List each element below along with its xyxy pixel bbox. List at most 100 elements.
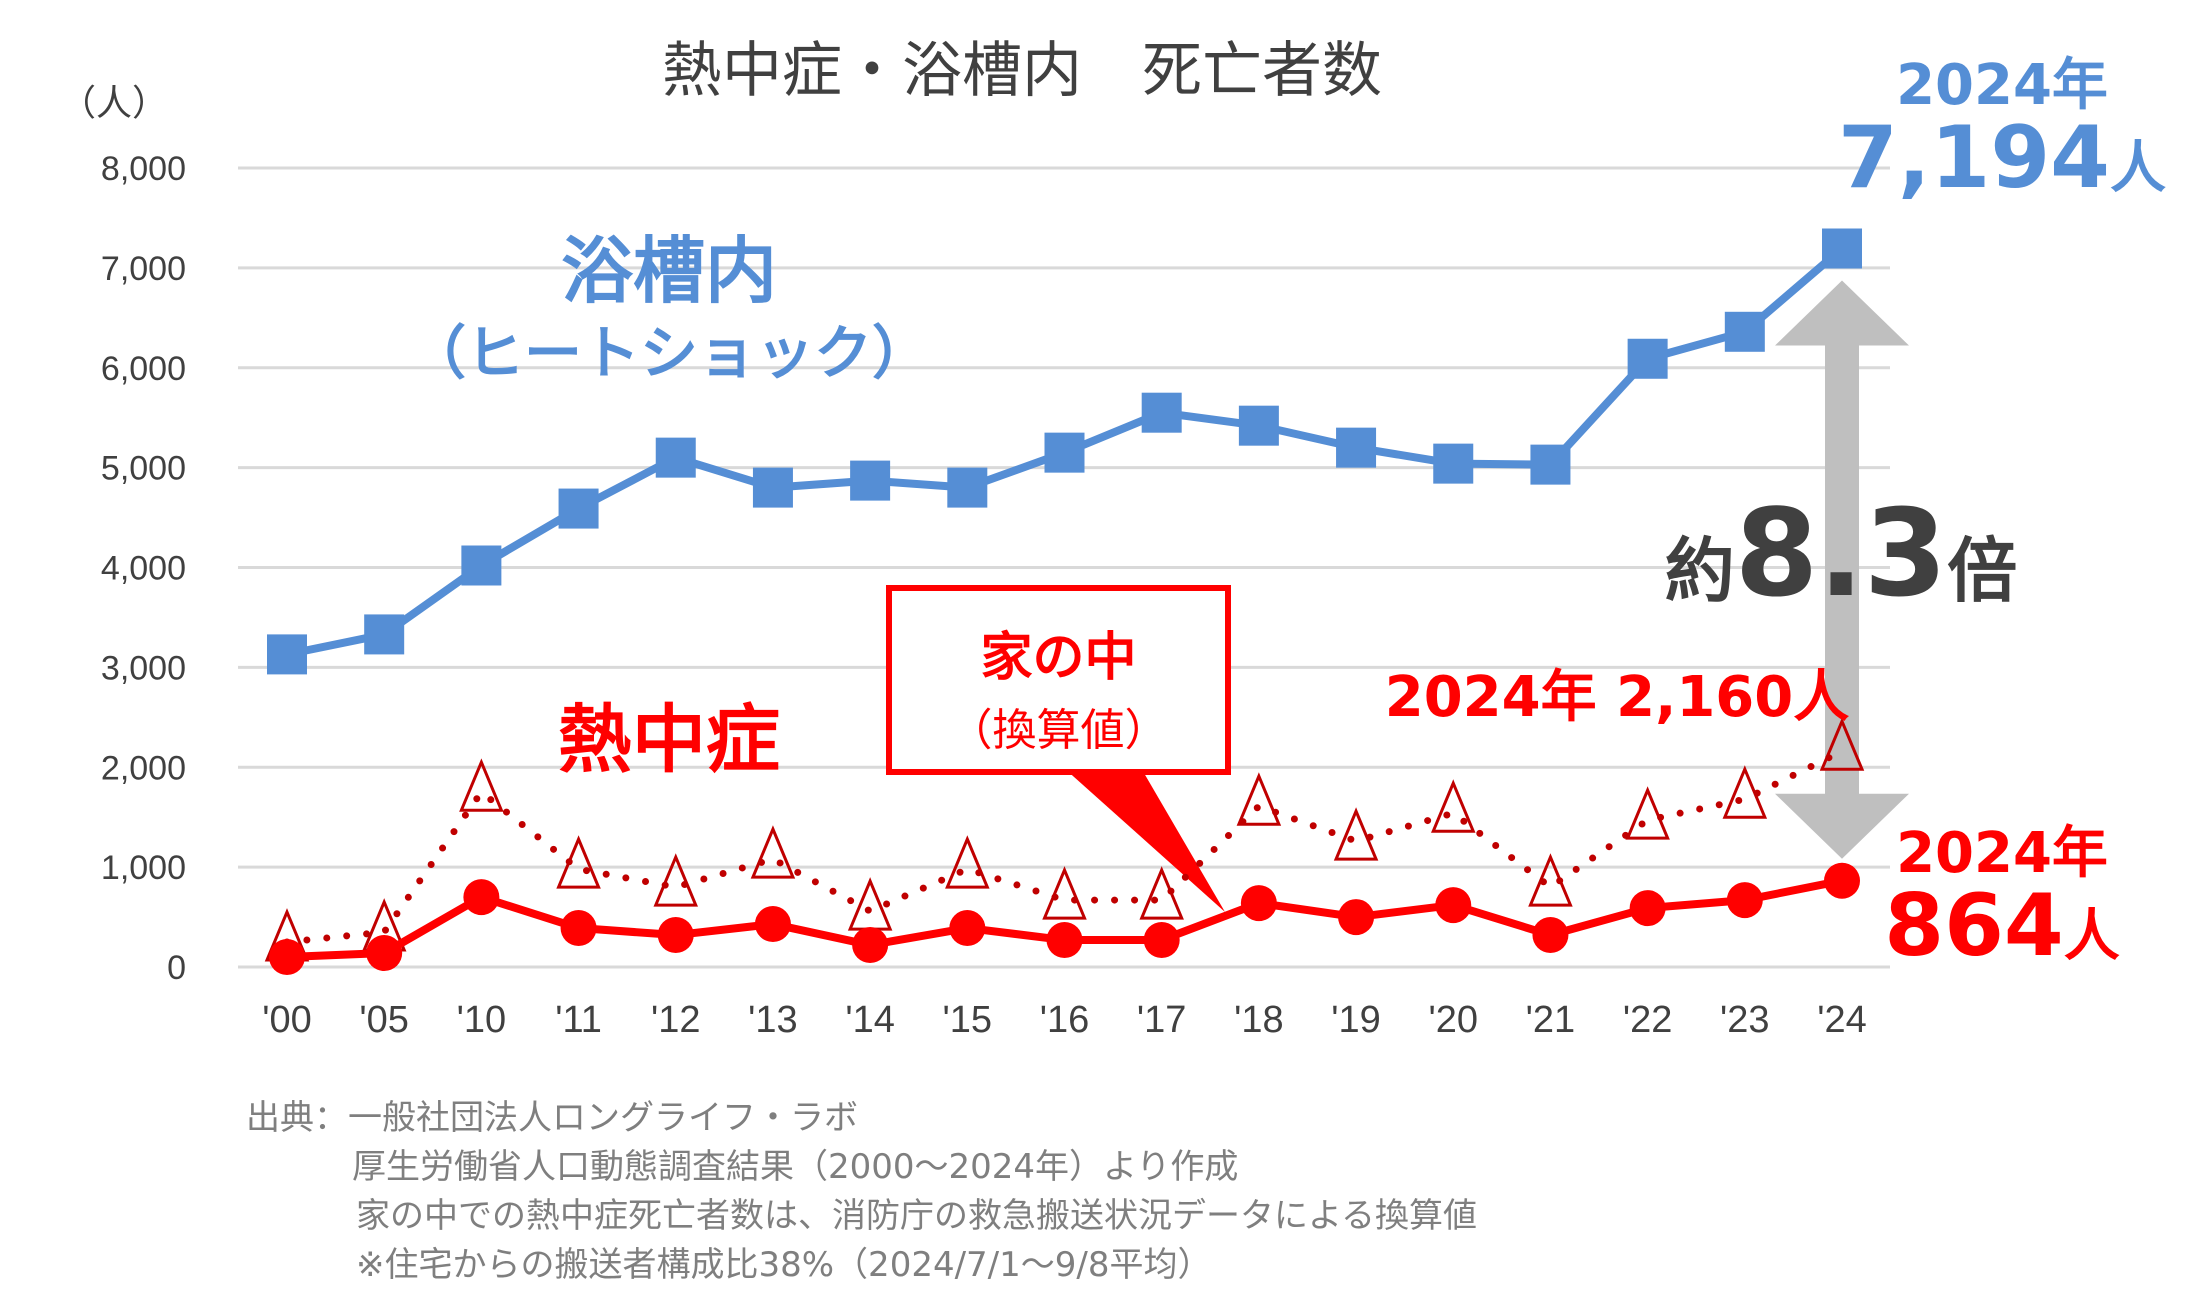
data-point-square [752, 467, 793, 508]
data-point-circle [1240, 885, 1277, 922]
footnote-source: 出典：一般社団法人ロングライフ・ラボ [246, 1098, 858, 1138]
data-point-square [1627, 338, 1668, 379]
data-point-square [1530, 444, 1571, 485]
data-point-circle [852, 927, 889, 964]
data-point-circle [1532, 917, 1569, 954]
footnote-line: ※住宅からの搬送者構成比38%（2024/7/1～9/8平均） [356, 1245, 1212, 1285]
double-arrow-icon [1775, 280, 1909, 859]
x-tick-label: '19 [1331, 999, 1381, 1041]
data-point-circle [269, 939, 305, 976]
x-tick-label: '13 [748, 999, 798, 1041]
data-point-circle [366, 935, 403, 972]
y-tick-label: 4,000 [101, 550, 186, 588]
data-point-circle [1435, 887, 1472, 924]
x-tick-label: '11 [555, 999, 602, 1041]
data-point-square [1822, 228, 1862, 269]
y-tick-label: 8,000 [101, 150, 186, 188]
bath-series-sublabel: （ヒートショック） [407, 319, 931, 387]
data-point-circle [463, 879, 500, 916]
data-point-square [558, 488, 599, 529]
data-point-circle [1824, 862, 1860, 899]
x-tick-label: '12 [651, 999, 701, 1041]
data-point-circle [949, 910, 986, 947]
data-point-square [850, 460, 891, 501]
ratio-suffix: 倍 [1947, 530, 2018, 612]
data-point-triangle [459, 758, 504, 812]
data-point-triangle [1625, 786, 1670, 840]
callout-subtitle: （換算値） [948, 705, 1169, 756]
ratio-value: 8.3 [1734, 485, 1948, 624]
chart-title: 熱中症・浴槽内 死亡者数 [662, 36, 1382, 106]
y-tick-label: 5,000 [101, 450, 186, 488]
data-point-square [1044, 432, 1085, 473]
data-point-triangle [1431, 779, 1476, 833]
y-tick-label: 0 [167, 949, 186, 987]
data-point-circle [1143, 922, 1180, 959]
heat-series-label: 熱中症 [558, 697, 780, 783]
data-point-square [267, 634, 307, 675]
heat-2024-unit: 人 [2063, 904, 2120, 969]
data-point-triangle [556, 835, 601, 889]
data-point-circle [1726, 882, 1763, 919]
data-point-square [364, 614, 405, 655]
home-2024-label: 2024年 2,160人 [1384, 665, 1850, 730]
y-tick-label: 7,000 [101, 250, 186, 288]
y-tick-label: 3,000 [101, 649, 186, 687]
x-tick-label: '17 [1137, 999, 1187, 1041]
x-tick-label: '00 [262, 999, 312, 1041]
data-point-square [1724, 311, 1765, 352]
data-point-square [1336, 427, 1377, 468]
ratio-prefix: 約 [1664, 530, 1735, 612]
x-tick-label: '15 [943, 999, 993, 1041]
x-tick-label: '20 [1428, 999, 1478, 1041]
x-tick-label: '14 [845, 999, 895, 1041]
data-point-triangle [750, 825, 796, 879]
data-point-triangle [945, 835, 990, 889]
data-point-square [1433, 443, 1474, 484]
x-tick-label: '18 [1234, 999, 1284, 1041]
data-point-square [1238, 405, 1279, 446]
bath-2024-unit: 人 [2110, 136, 2167, 201]
x-tick-label: '16 [1040, 999, 1090, 1041]
y-tick-label: 6,000 [101, 350, 186, 388]
x-tick-label: '21 [1526, 999, 1576, 1041]
heat-2024-value: 864人 [1884, 876, 2120, 976]
heat-2024-year: 2024年 [1896, 821, 2108, 886]
callout-pointer [1064, 768, 1225, 912]
x-tick-label: '22 [1623, 999, 1673, 1041]
ratio-label: 約8.3倍 [1665, 485, 2018, 624]
data-point-triangle [1819, 717, 1865, 771]
footnote-line: 厚生労働省人口動態調査結果（2000～2024年）より作成 [352, 1147, 1239, 1187]
y-axis-unit: （人） [60, 83, 169, 124]
data-point-triangle [1333, 807, 1379, 861]
data-point-triangle [1722, 765, 1768, 819]
data-point-circle [657, 917, 694, 954]
bath-2024-number: 7,194 [1837, 108, 2111, 208]
bath-series-label: 浴槽内 [560, 229, 778, 313]
data-point-triangle [1528, 853, 1573, 907]
data-point-circle [560, 910, 597, 947]
data-point-triangle [1236, 772, 1282, 826]
y-tick-label: 2,000 [101, 749, 186, 787]
footnote-line: 家の中での熱中症死亡者数は、消防庁の救急搬送状況データによる換算値 [356, 1196, 1477, 1236]
x-tick-label: '10 [457, 999, 507, 1041]
bath-2024-value: 7,194人 [1838, 108, 2166, 208]
data-point-square [947, 467, 988, 508]
x-tick-label: '23 [1720, 999, 1770, 1041]
callout-box: 家の中 （換算値） [886, 585, 1231, 775]
y-tick-label: 1,000 [101, 849, 186, 887]
data-point-square [461, 545, 502, 586]
bath-2024-year: 2024年 [1896, 53, 2108, 118]
x-tick-label: '24 [1817, 999, 1867, 1041]
data-point-circle [1046, 922, 1083, 959]
data-point-circle [1338, 899, 1375, 936]
data-point-circle [754, 906, 791, 943]
data-point-circle [1629, 890, 1666, 927]
data-point-triangle [1042, 866, 1087, 920]
heat-2024-number: 864 [1884, 876, 2064, 976]
x-tick-label: '05 [359, 999, 409, 1041]
data-point-triangle [653, 853, 698, 907]
callout-title: 家の中 [980, 628, 1137, 688]
data-point-square [655, 437, 696, 478]
data-point-triangle [1139, 866, 1184, 920]
